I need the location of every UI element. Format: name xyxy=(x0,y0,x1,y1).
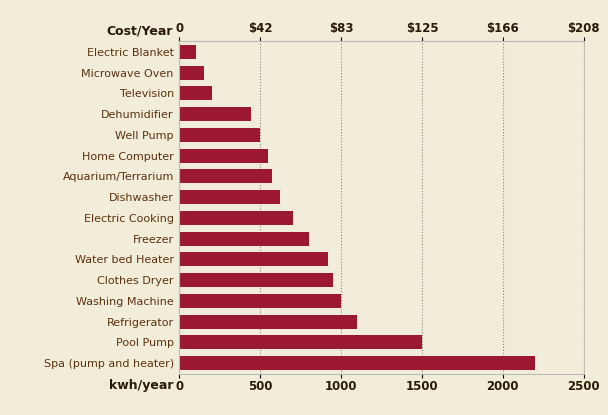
Bar xyxy=(179,335,422,349)
Bar xyxy=(179,107,250,121)
Bar xyxy=(179,356,535,370)
Bar xyxy=(179,273,333,287)
Bar xyxy=(179,66,204,80)
Bar xyxy=(179,149,268,163)
Bar xyxy=(179,128,260,142)
Bar xyxy=(179,45,196,59)
Bar xyxy=(179,294,341,308)
Text: Cost/Year: Cost/Year xyxy=(107,24,173,38)
Bar xyxy=(179,169,272,183)
Bar xyxy=(179,315,358,329)
Bar xyxy=(179,211,292,225)
Bar xyxy=(179,232,309,246)
Bar xyxy=(179,190,280,204)
Bar xyxy=(179,86,212,100)
Bar xyxy=(179,252,328,266)
Text: kwh/year: kwh/year xyxy=(109,378,173,392)
